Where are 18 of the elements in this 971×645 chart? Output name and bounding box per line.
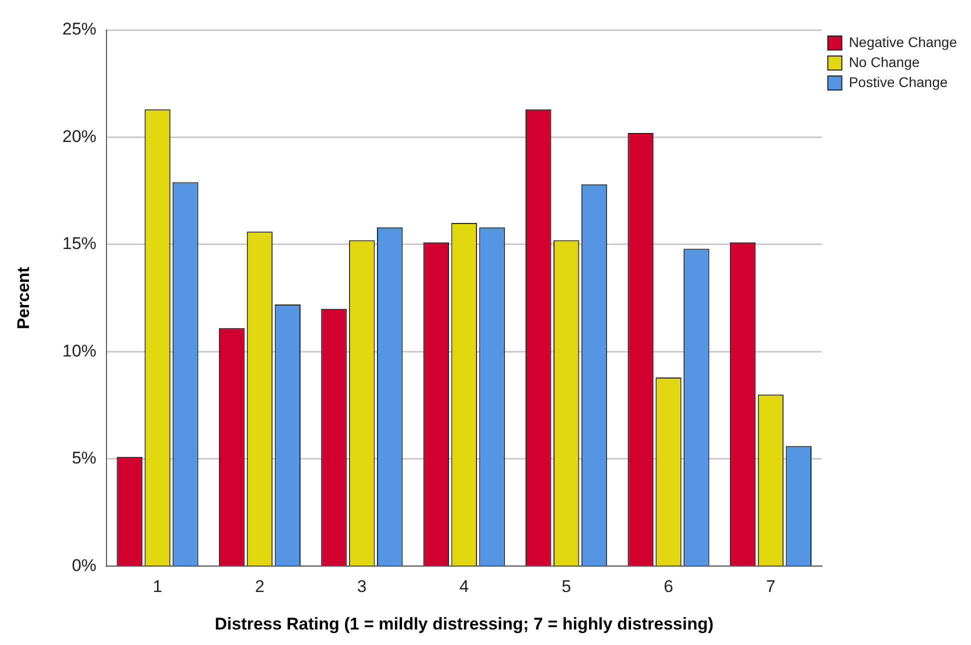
legend-label: Negative Change (848, 34, 958, 50)
y-tick-label: 15% (62, 234, 96, 254)
x-tick-label: 4 (459, 577, 469, 596)
y-tick-label: 0% (72, 556, 96, 575)
y-tick-label: 20% (62, 126, 96, 146)
y-tick-label: 10% (62, 341, 96, 360)
x-tick-label: 6 (664, 577, 674, 596)
legend-label: No Change (848, 54, 920, 70)
x-axis-title: Distress Rating (1 = mildly distressing; 7 = highly distressing) (214, 614, 714, 634)
y-axis-title: Percent (14, 266, 33, 330)
x-tick-label: 2 (254, 577, 264, 596)
x-tick-label: 5 (562, 577, 572, 596)
x-tick-label: 3 (357, 577, 367, 596)
y-tick-label: 25% (62, 20, 96, 39)
y-tick-label: 5% (72, 448, 96, 468)
x-tick-label: 7 (766, 577, 776, 596)
x-tick-label: 1 (152, 577, 162, 596)
legend-label: Postive Change (848, 74, 948, 90)
